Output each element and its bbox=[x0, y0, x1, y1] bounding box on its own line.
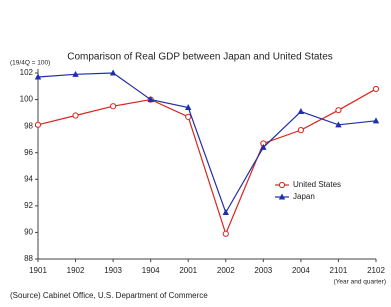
x-tick-label: 1901 bbox=[29, 266, 47, 275]
legend-marker bbox=[278, 181, 286, 189]
y-tick-label: 96 bbox=[24, 148, 33, 157]
y-axis-label: (19/4Q = 100) bbox=[10, 60, 50, 67]
x-tick-label: 2102 bbox=[367, 266, 385, 275]
x-tick-label: 1904 bbox=[142, 266, 160, 275]
y-tick-label: 90 bbox=[24, 228, 33, 237]
legend-marker bbox=[278, 193, 286, 200]
y-tick-label: 92 bbox=[24, 201, 33, 210]
data-point bbox=[185, 104, 192, 111]
data-point bbox=[110, 103, 117, 110]
data-point bbox=[297, 127, 304, 134]
source-note: (Source) Cabinet Office, U.S. Department… bbox=[10, 291, 208, 300]
data-point bbox=[72, 112, 79, 119]
x-tick-label: 1902 bbox=[67, 266, 85, 275]
data-point bbox=[335, 121, 342, 128]
data-point bbox=[335, 107, 342, 114]
x-tick-label: 1903 bbox=[104, 266, 122, 275]
data-point bbox=[372, 85, 380, 93]
x-tick-label: 2004 bbox=[292, 266, 310, 275]
y-tick-label: 100 bbox=[20, 95, 34, 104]
data-point bbox=[34, 73, 42, 80]
legend-label: United States bbox=[293, 180, 341, 189]
data-point bbox=[109, 69, 117, 76]
x-axis-label: (Year and quarter) bbox=[333, 279, 386, 286]
chart-title: Comparison of Real GDP between Japan and… bbox=[67, 52, 333, 63]
y-tick-label: 88 bbox=[24, 254, 33, 263]
x-tick-label: 2001 bbox=[179, 266, 197, 275]
series-line bbox=[37, 72, 377, 214]
data-point bbox=[222, 209, 229, 215]
data-point bbox=[297, 108, 305, 115]
x-tick-label: 2002 bbox=[217, 266, 235, 275]
x-tick-label: 2003 bbox=[254, 266, 272, 275]
data-point bbox=[34, 121, 42, 128]
y-tick-label: 98 bbox=[24, 121, 33, 130]
data-point bbox=[185, 113, 192, 120]
data-point bbox=[372, 117, 380, 124]
series-line bbox=[37, 88, 377, 236]
x-tick-label: 2101 bbox=[330, 266, 348, 275]
y-tick-label: 94 bbox=[24, 174, 33, 183]
data-point bbox=[222, 230, 229, 237]
legend-label: Japan bbox=[293, 192, 315, 201]
y-tick-label: 102 bbox=[20, 68, 34, 77]
data-point bbox=[72, 70, 79, 77]
data-point bbox=[260, 143, 267, 150]
data-point bbox=[147, 96, 154, 103]
